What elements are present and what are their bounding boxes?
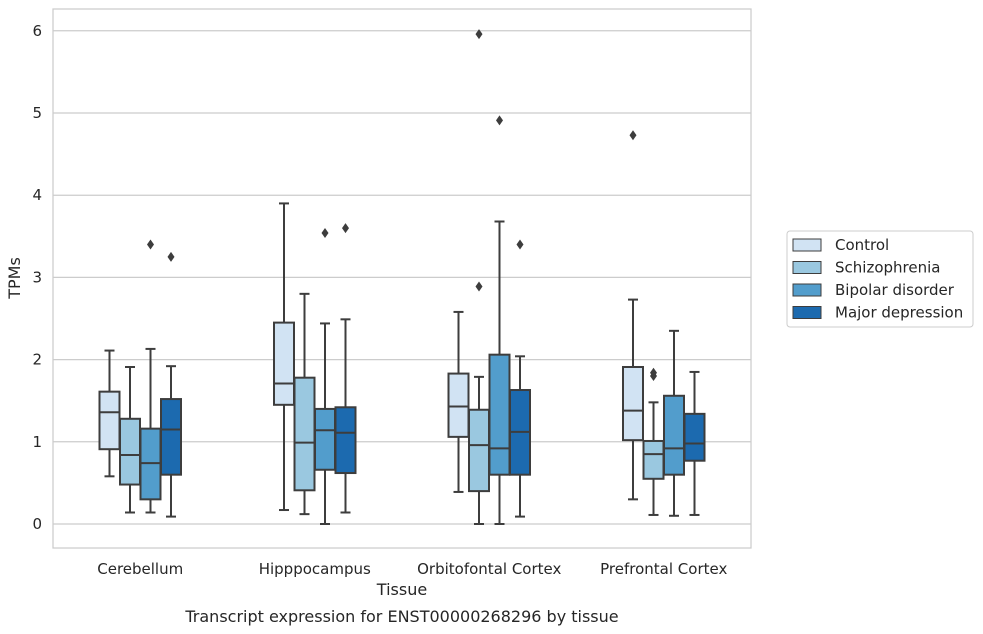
legend: Control Schizophrenia Bipolar disorder Majo…: [786, 230, 974, 328]
outlier-point: [496, 115, 503, 126]
y-tick-label: 3: [32, 268, 42, 286]
box-iqr: [642, 439, 665, 480]
box-0-3: [622, 130, 644, 501]
y-tick-label: 1: [32, 433, 42, 451]
box-iqr: [622, 365, 644, 442]
box-2-1: [314, 228, 336, 525]
box-3-0: [160, 251, 182, 518]
y-tick-label: 4: [32, 186, 42, 204]
box-1-0: [119, 365, 141, 514]
chart-caption: Transcript expression for ENST0000026829…: [184, 607, 618, 626]
y-tick-label: 5: [32, 104, 42, 122]
box-2-2: [488, 115, 511, 525]
box-0-1: [273, 202, 295, 512]
outlier-point: [475, 281, 483, 292]
boxes: [98, 29, 706, 525]
outlier-point: [147, 239, 154, 250]
box-iqr: [468, 408, 490, 493]
x-tick-label: Hipppocampus: [259, 560, 371, 578]
box-iqr: [293, 376, 316, 492]
box-iqr: [488, 353, 511, 476]
box-iqr: [273, 321, 295, 406]
legend-swatch: [792, 238, 822, 252]
outlier-point: [475, 29, 483, 40]
plot-frame: [52, 8, 752, 549]
box-2-3: [663, 329, 685, 517]
legend-swatch: [792, 261, 822, 274]
box-iqr: [314, 407, 336, 471]
legend-label: Major depression: [835, 304, 963, 322]
box-iqr: [119, 417, 141, 486]
outlier-point: [629, 130, 637, 141]
legend-frame: [786, 230, 974, 328]
box-2-0: [139, 239, 162, 514]
box-iqr: [160, 398, 182, 476]
box-iqr: [447, 372, 470, 438]
x-tick-label: Orbitofontal Cortex: [417, 560, 561, 578]
x-tick-label: Prefrontal Cortex: [600, 560, 727, 578]
y-tick-label: 0: [32, 515, 42, 533]
outlier-point: [167, 251, 175, 262]
box-1-3: [642, 367, 665, 516]
box-3-3: [683, 370, 706, 516]
box-iqr: [98, 390, 121, 451]
outlier-point: [342, 223, 349, 234]
box-3-1: [334, 223, 357, 514]
x-tick-label: Cerebellum: [97, 560, 183, 578]
outlier-point: [516, 239, 524, 250]
y-tick-label: 6: [32, 22, 42, 40]
box-iqr: [683, 412, 706, 462]
box-1-2: [468, 29, 490, 525]
box-0-2: [447, 310, 470, 493]
box-0-0: [98, 349, 121, 478]
legend-label: Schizophrenia: [835, 259, 940, 277]
y-ticks: 0 1 2 3 4 5 6: [32, 22, 42, 533]
outlier-point: [650, 367, 657, 378]
box-iqr: [663, 394, 685, 476]
outlier-point: [321, 228, 329, 239]
y-axis-label: TPMs: [5, 257, 24, 300]
box-1-1: [293, 292, 316, 516]
legend-label: Control: [835, 236, 889, 254]
y-tick-label: 2: [32, 351, 42, 369]
legend-swatch: [792, 283, 822, 297]
box-iqr: [334, 406, 357, 475]
x-ticks: Cerebellum Hipppocampus Orbitofontal Corte…: [97, 560, 727, 578]
legend-label: Bipolar disorder: [835, 281, 955, 299]
legend-swatch: [792, 306, 822, 319]
x-axis-label: Tissue: [376, 580, 427, 599]
box-3-2: [509, 239, 531, 518]
